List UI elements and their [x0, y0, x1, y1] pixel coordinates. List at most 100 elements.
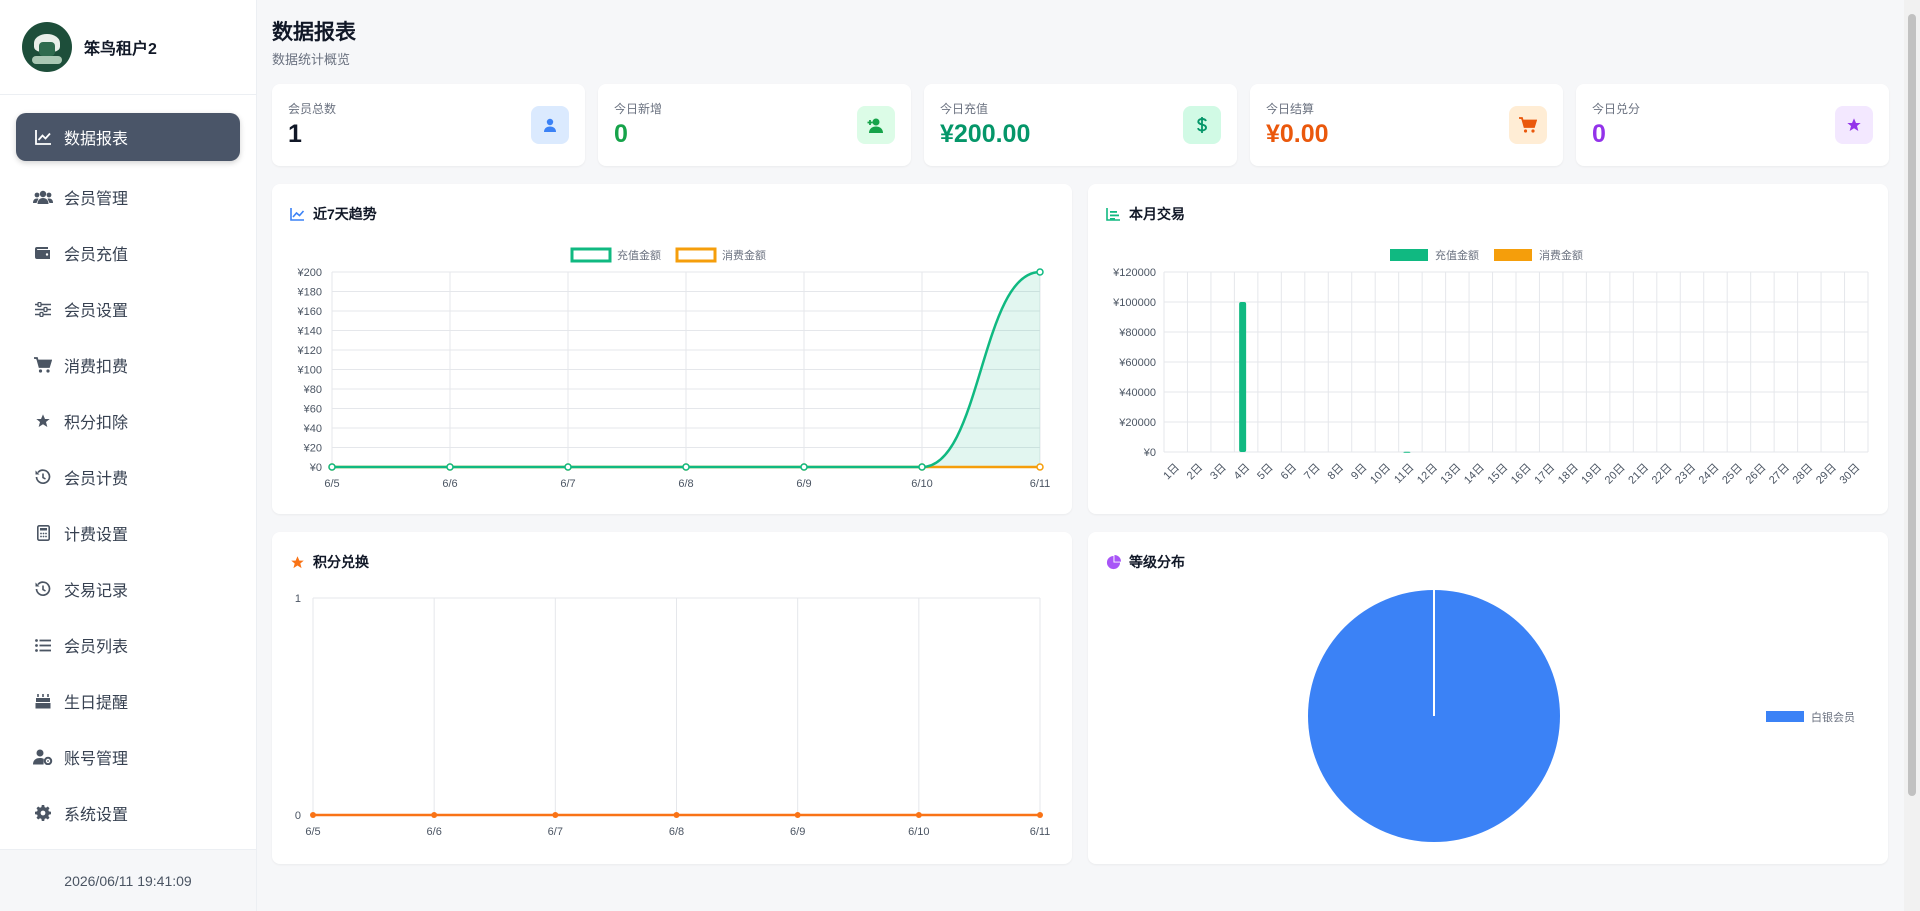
stat-card-3: 今日结算 ¥0.00: [1250, 84, 1563, 166]
x-tick-label: 4日: [1232, 462, 1253, 483]
gear-icon: [32, 805, 54, 821]
users-icon: [32, 190, 54, 205]
data-point: [682, 463, 690, 471]
x-tick-label: 6/9: [790, 826, 805, 838]
levels-chart-title: 等级分布: [1106, 552, 1185, 572]
data-point: [800, 463, 808, 471]
x-tick-label: 1日: [1161, 462, 1182, 483]
legend-label: 消费金额: [1539, 248, 1583, 262]
line-chart-icon: [32, 129, 54, 145]
sidebar-item-label: 会员充值: [64, 247, 129, 264]
legend-swatch: [675, 247, 717, 263]
data-point: [431, 812, 438, 818]
levels-chart-title-text: 等级分布: [1129, 554, 1185, 570]
sidebar-item-label: 会员管理: [64, 191, 129, 208]
line-chart-icon: [290, 207, 305, 221]
stat-value: ¥0.00: [1266, 120, 1329, 148]
sidebar-item-12[interactable]: 系统设置: [16, 785, 240, 841]
x-tick-label: 9日: [1349, 462, 1370, 483]
sidebar-item-1[interactable]: 会员管理: [16, 169, 240, 225]
y-tick-label: ¥20000: [1118, 417, 1156, 429]
points-chart: 0 1 6/5 6/6 6/7 6/8 6/9 6/10 6/11: [295, 593, 1050, 838]
trend-chart-card: 近7天趋势 ¥0 ¥20 ¥40 ¥60 ¥80 ¥100 ¥120 ¥140 ¥160 ¥180…: [272, 184, 1072, 514]
brand-name: 笨鸟租户2: [84, 41, 157, 58]
y-tick-label: ¥100: [297, 365, 322, 377]
x-tick-label: 6/8: [678, 478, 693, 490]
x-tick-label: 21日: [1626, 462, 1651, 487]
legend-label: 充值金额: [1435, 248, 1479, 262]
scrollbar-thumb[interactable]: [1908, 14, 1916, 796]
x-tick-label: 6/11: [1030, 478, 1051, 490]
sidebar-item-5[interactable]: 积分扣除: [16, 393, 240, 449]
trend-chart-title-text: 近7天趋势: [313, 206, 377, 222]
legend-swatch: [1766, 711, 1804, 722]
stat-label: 今日新增: [614, 102, 663, 116]
cart-icon: [32, 357, 54, 373]
y-tick-label: ¥40000: [1118, 387, 1156, 399]
star-icon: [290, 555, 305, 570]
stat-card-4: 今日兑分 0: [1576, 84, 1889, 166]
sidebar-item-8[interactable]: 交易记录: [16, 561, 240, 617]
x-tick-label: 26日: [1744, 462, 1769, 487]
x-tick-label: 6/6: [427, 826, 442, 838]
data-point: [794, 812, 801, 818]
page-scrollbar[interactable]: [1904, 0, 1920, 911]
x-tick-label: 11日: [1392, 462, 1416, 486]
calculator-icon: [32, 525, 54, 541]
y-tick-label: ¥100000: [1112, 297, 1156, 309]
sidebar: 笨鸟租户2 数据报表会员管理会员充值会员设置消费扣费积分扣除会员计费计费设置 交易…: [0, 0, 257, 911]
dollar-icon: [1183, 106, 1221, 144]
points-chart-title: 积分兑换: [290, 552, 369, 572]
sidebar-item-0[interactable]: 数据报表: [16, 113, 240, 161]
y-tick-label: ¥80: [303, 384, 322, 396]
sidebar-item-2[interactable]: 会员充值: [16, 225, 240, 281]
points-chart-title-text: 积分兑换: [313, 554, 369, 570]
sidebar-item-9[interactable]: 会员列表: [16, 617, 240, 673]
data-point: [1036, 268, 1044, 276]
data-point: [446, 463, 454, 471]
x-tick-label: 14日: [1462, 462, 1487, 487]
pie-chart-icon: [1106, 554, 1121, 570]
star-icon: [32, 413, 54, 429]
sidebar-item-3[interactable]: 会员设置: [16, 281, 240, 337]
x-tick-label: 20日: [1603, 462, 1628, 487]
page-title: 数据报表: [272, 21, 356, 44]
sidebar-item-label: 消费扣费: [64, 359, 129, 376]
sidebar-item-7[interactable]: 计费设置: [16, 505, 240, 561]
x-tick-label: 16日: [1509, 462, 1534, 487]
data-point: [552, 812, 559, 818]
list-icon: [32, 638, 54, 652]
sidebar-item-10[interactable]: 生日提醒: [16, 673, 240, 729]
levels-chart: 白银会员: [1308, 590, 1855, 842]
sidebar-item-11[interactable]: 账号管理: [16, 729, 240, 785]
x-tick-label: 6/5: [324, 478, 339, 490]
sidebar-item-6[interactable]: 会员计费: [16, 449, 240, 505]
x-tick-label: 24日: [1697, 462, 1722, 487]
monthly-chart-card: 本月交易 ¥0 ¥20000 ¥40000 ¥60000 ¥80000 ¥100000 ¥1…: [1088, 184, 1888, 514]
x-tick-label: 22日: [1650, 462, 1675, 487]
levels-chart-card: 等级分布 白银会员: [1088, 532, 1888, 864]
y-tick-label: ¥60000: [1118, 357, 1156, 369]
x-tick-label: 6/6: [442, 478, 457, 490]
legend-swatch: [1390, 249, 1428, 261]
sidebar-item-label: 会员设置: [64, 303, 129, 320]
sidebar-item-label: 会员计费: [64, 471, 129, 488]
sidebar-item-label: 数据报表: [64, 131, 129, 148]
legend-swatch: [1494, 249, 1532, 261]
y-tick-label: ¥0: [1143, 447, 1156, 459]
legend-swatch: [570, 247, 612, 263]
user-icon: [531, 106, 569, 144]
sidebar-item-4[interactable]: 消费扣费: [16, 337, 240, 393]
monthly-chart-title: 本月交易: [1106, 204, 1185, 224]
monthly-chart-title-text: 本月交易: [1129, 206, 1185, 222]
x-tick-label: 6/7: [548, 826, 563, 838]
sidebar-nav: 数据报表会员管理会员充值会员设置消费扣费积分扣除会员计费计费设置 交易记录 会员列表…: [0, 95, 256, 841]
stat-card-1: 今日新增 0: [598, 84, 911, 166]
trend-chart-title: 近7天趋势: [290, 204, 377, 224]
stat-value: 0: [1592, 120, 1606, 148]
user-plus-icon: [857, 106, 895, 144]
x-tick-label: 3日: [1208, 462, 1229, 483]
y-tick-label: ¥120: [297, 345, 322, 357]
sidebar-item-label: 系统设置: [64, 807, 129, 824]
x-tick-label: 29日: [1814, 462, 1839, 487]
